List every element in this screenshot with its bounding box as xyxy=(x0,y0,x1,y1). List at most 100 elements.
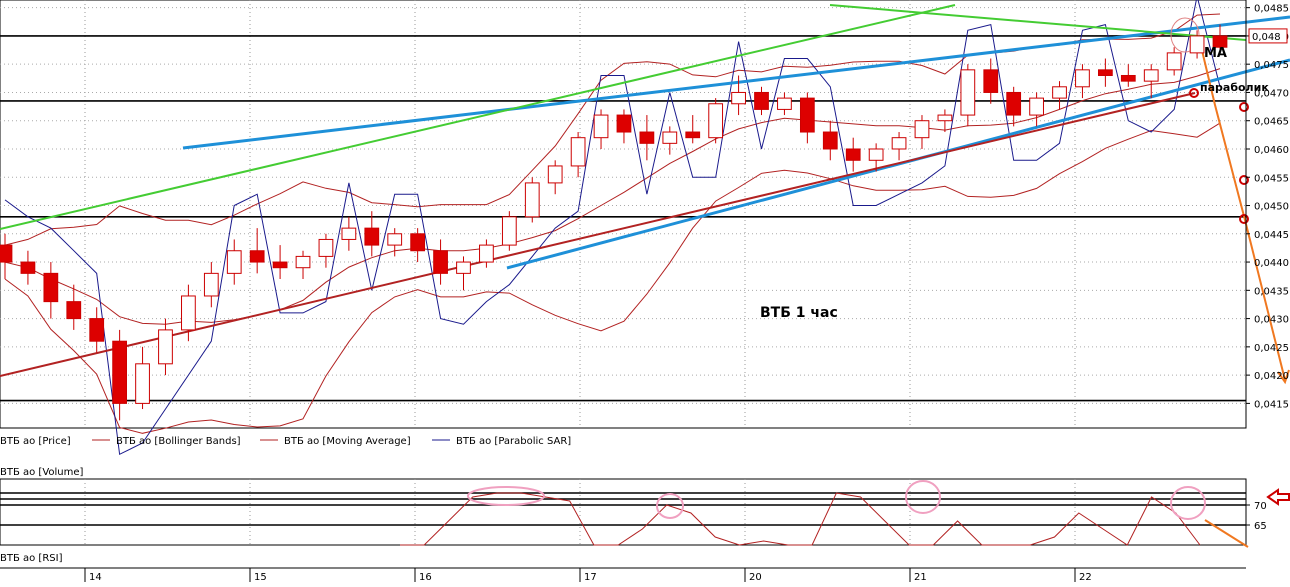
candle-body xyxy=(983,69,999,93)
candle-body xyxy=(662,131,678,144)
price-panel-bg xyxy=(0,0,1247,429)
candle-body xyxy=(685,131,701,139)
candle-body xyxy=(479,244,494,263)
candle-body xyxy=(501,216,517,246)
sar-annotation: параболик xyxy=(1200,81,1269,94)
candle-body xyxy=(1052,86,1067,99)
rsi-peak-highlight xyxy=(467,486,545,506)
candle-body xyxy=(1189,35,1205,54)
price-tick-label: 0,0450 xyxy=(1254,202,1289,213)
chart-title: ВТБ 1 час xyxy=(760,305,838,321)
rsi-line xyxy=(400,492,1201,546)
candle-body xyxy=(845,148,861,161)
candle-body xyxy=(456,261,471,274)
candle-body xyxy=(226,250,242,274)
candle-body xyxy=(1143,69,1159,82)
legend-entry: ВТБ ао [Price] xyxy=(0,436,71,447)
candle-body xyxy=(868,148,884,161)
parabolic-sar xyxy=(4,0,1221,456)
ma-annotation: МА xyxy=(1204,46,1227,61)
target-marker xyxy=(1239,214,1249,224)
candle-body xyxy=(341,227,357,240)
price-tick-label: 0,0445 xyxy=(1254,230,1289,241)
candle-body xyxy=(1029,97,1044,116)
target-marker xyxy=(1189,88,1199,98)
rsi-panel: 70 65 xyxy=(0,479,1290,548)
candle-body xyxy=(318,238,334,257)
parabolic-sar-line xyxy=(4,0,1221,456)
candle-body xyxy=(1075,69,1090,88)
forecast-arrowhead xyxy=(1277,369,1290,385)
price-tick-label: 0,0460 xyxy=(1254,145,1289,156)
candle-body xyxy=(387,233,403,246)
upper-channel-line xyxy=(182,15,1290,150)
price-tick-label: 0,0455 xyxy=(1254,173,1289,184)
candles xyxy=(0,24,1228,421)
green-resistance-line xyxy=(829,4,1247,41)
date-axis: 14 15 16 17 20 21 22 xyxy=(0,567,1246,583)
green-trend-line xyxy=(0,4,956,230)
moving-average xyxy=(4,68,1221,325)
candle-body xyxy=(112,340,128,404)
candle-body xyxy=(181,295,196,331)
candle-body xyxy=(1098,69,1113,76)
date-tick-label: 17 xyxy=(584,572,597,583)
candle-body xyxy=(43,272,59,303)
date-tick-label: 16 xyxy=(419,572,432,583)
last-price-value: 0,048 xyxy=(1252,32,1281,43)
candle-body xyxy=(524,182,540,218)
candle-body xyxy=(433,250,448,274)
red-trend-line xyxy=(0,92,1196,377)
candle-body xyxy=(639,131,655,144)
rsi-tick-label: 65 xyxy=(1254,521,1267,532)
candle-body xyxy=(203,272,219,297)
price-tick-label: 0,0475 xyxy=(1254,60,1289,71)
forecast-arrow xyxy=(1199,41,1286,381)
candle-body xyxy=(0,244,13,263)
price-axis: 0,04850,04800,04750,04700,04650,04600,04… xyxy=(1245,0,1289,428)
candle-body xyxy=(158,329,173,365)
candle-body xyxy=(249,250,265,263)
candle-body xyxy=(1006,91,1022,116)
candle-body xyxy=(593,114,609,139)
rsi-label: ВТБ ао [RSI] xyxy=(0,553,63,564)
last-price-badge xyxy=(1248,28,1288,44)
rsi-peak-highlight xyxy=(905,480,941,514)
legend: ВТБ ао [Price] ВТБ ао [Bollinger Bands] ВТ… xyxy=(0,436,571,447)
legend-entry: ВТБ ао [Moving Average] xyxy=(284,436,411,447)
price-tick-label: 0,0485 xyxy=(1254,4,1289,15)
candle-body xyxy=(547,165,563,184)
candle-body xyxy=(20,261,36,274)
rsi-peak-highlight xyxy=(656,493,684,519)
candle-body xyxy=(1212,35,1228,48)
candle-body xyxy=(570,137,586,167)
candle-body xyxy=(891,137,907,150)
candle-body xyxy=(66,301,82,320)
candle-body xyxy=(754,91,769,110)
date-tick-label: 20 xyxy=(749,572,762,583)
rsi-forecast-arrow xyxy=(1204,519,1249,548)
candle-body xyxy=(364,227,380,246)
candle-body xyxy=(616,114,632,133)
volume-label: ВТБ ао [Volume] xyxy=(0,467,84,478)
candle-body xyxy=(731,91,746,105)
legend-entry: ВТБ ао [Parabolic SAR] xyxy=(456,436,571,447)
trend-lines xyxy=(0,4,1290,385)
price-tick-label: 0,0440 xyxy=(1254,258,1289,269)
candle-body xyxy=(799,97,815,133)
candle-body xyxy=(708,103,724,139)
candle-body xyxy=(960,69,976,116)
price-tick-label: 0,0425 xyxy=(1254,343,1289,354)
candle-body xyxy=(272,261,288,269)
date-tick-label: 21 xyxy=(914,572,927,583)
candle-body xyxy=(410,233,426,252)
rsi-arrow-marker xyxy=(1266,488,1290,506)
candle-body xyxy=(89,318,105,342)
target-marker xyxy=(1239,102,1249,112)
price-tick-label: 0,0470 xyxy=(1254,88,1289,99)
candle-body xyxy=(937,114,953,122)
price-tick-label: 0,0430 xyxy=(1254,315,1289,326)
candle-body xyxy=(1166,52,1182,71)
candle-body xyxy=(777,97,792,110)
